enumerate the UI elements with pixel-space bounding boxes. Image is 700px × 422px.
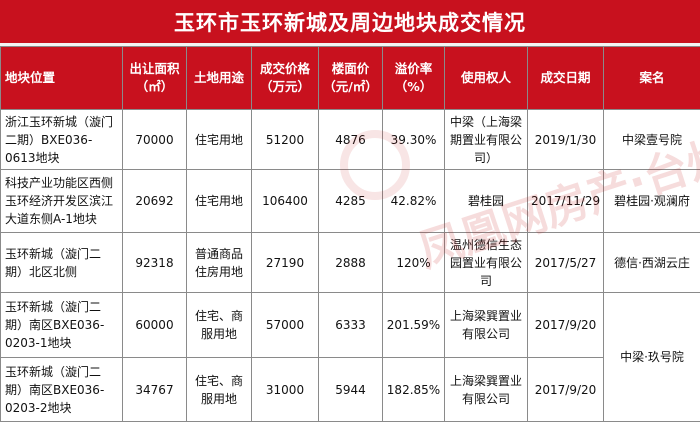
cell-location: 玉环新城（漩门二期）北区北侧 (1, 233, 123, 293)
cell-owner: 中梁（上海梁期置业有限公司） (445, 110, 528, 170)
page-title: 玉环市玉环新城及周边地块成交情况 (0, 0, 700, 46)
land-transaction-table: 地块位置 出让面积（㎡） 土地用途 成交价格（万元） 楼面价（元/㎡） 溢价率（… (0, 46, 700, 422)
cell-premium: 39.30% (383, 110, 445, 170)
cell-price: 31000 (252, 358, 319, 422)
cell-price: 27190 (252, 233, 319, 293)
cell-price: 57000 (252, 293, 319, 358)
cell-project: 德信·西湖云庄 (604, 233, 700, 293)
cell-location: 科技产业功能区西侧玉环经济开发区滨江大道东侧A-1地块 (1, 170, 123, 233)
cell-project: 中梁壹号院 (604, 110, 700, 170)
cell-location: 浙江玉环新城（漩门二期）BXE036-0613地块 (1, 110, 123, 170)
cell-date: 2017/5/27 (528, 233, 604, 293)
header-location: 地块位置 (1, 47, 123, 110)
table-row: 玉环新城（漩门二期）南区BXE036-0203-2地块 34767 住宅、商服用… (1, 358, 700, 422)
cell-owner: 上海梁巽置业有限公司 (445, 358, 528, 422)
cell-premium: 201.59% (383, 293, 445, 358)
cell-date: 2017/9/20 (528, 293, 604, 358)
cell-use: 住宅、商服用地 (187, 358, 252, 422)
header-area: 出让面积（㎡） (123, 47, 187, 110)
cell-use: 普通商品住房用地 (187, 233, 252, 293)
table-row: 玉环新城（漩门二期）北区北侧 92318 普通商品住房用地 27190 2888… (1, 233, 700, 293)
cell-area: 60000 (123, 293, 187, 358)
cell-owner: 温州德信生态园置业有限公司 (445, 233, 528, 293)
cell-project: 中梁·玖号院 (604, 293, 700, 422)
cell-use: 住宅用地 (187, 170, 252, 233)
table-row: 浙江玉环新城（漩门二期）BXE036-0613地块 70000 住宅用地 512… (1, 110, 700, 170)
header-floor-price: 楼面价（元/㎡） (319, 47, 383, 110)
cell-location: 玉环新城（漩门二期）南区BXE036-0203-1地块 (1, 293, 123, 358)
header-premium: 溢价率（%） (383, 47, 445, 110)
cell-date: 2019/1/30 (528, 110, 604, 170)
cell-area: 34767 (123, 358, 187, 422)
cell-area: 20692 (123, 170, 187, 233)
cell-owner: 碧桂园 (445, 170, 528, 233)
cell-floor-price: 4285 (319, 170, 383, 233)
cell-project: 碧桂园·观澜府 (604, 170, 700, 233)
table-header-row: 地块位置 出让面积（㎡） 土地用途 成交价格（万元） 楼面价（元/㎡） 溢价率（… (1, 47, 700, 110)
cell-location: 玉环新城（漩门二期）南区BXE036-0203-2地块 (1, 358, 123, 422)
cell-use: 住宅用地 (187, 110, 252, 170)
cell-floor-price: 6333 (319, 293, 383, 358)
table-row: 科技产业功能区西侧玉环经济开发区滨江大道东侧A-1地块 20692 住宅用地 1… (1, 170, 700, 233)
cell-price: 51200 (252, 110, 319, 170)
cell-owner: 上海梁巽置业有限公司 (445, 293, 528, 358)
header-owner: 使用权人 (445, 47, 528, 110)
cell-area: 92318 (123, 233, 187, 293)
cell-date: 2017/9/20 (528, 358, 604, 422)
header-price: 成交价格（万元） (252, 47, 319, 110)
cell-floor-price: 4876 (319, 110, 383, 170)
cell-price: 106400 (252, 170, 319, 233)
cell-date: 2017/11/29 (528, 170, 604, 233)
cell-floor-price: 5944 (319, 358, 383, 422)
cell-floor-price: 2888 (319, 233, 383, 293)
table-row: 玉环新城（漩门二期）南区BXE036-0203-1地块 60000 住宅、商服用… (1, 293, 700, 358)
cell-premium: 120% (383, 233, 445, 293)
header-date: 成交日期 (528, 47, 604, 110)
header-use: 土地用途 (187, 47, 252, 110)
cell-area: 70000 (123, 110, 187, 170)
cell-premium: 42.82% (383, 170, 445, 233)
header-project: 案名 (604, 47, 700, 110)
cell-use: 住宅、商服用地 (187, 293, 252, 358)
cell-premium: 182.85% (383, 358, 445, 422)
